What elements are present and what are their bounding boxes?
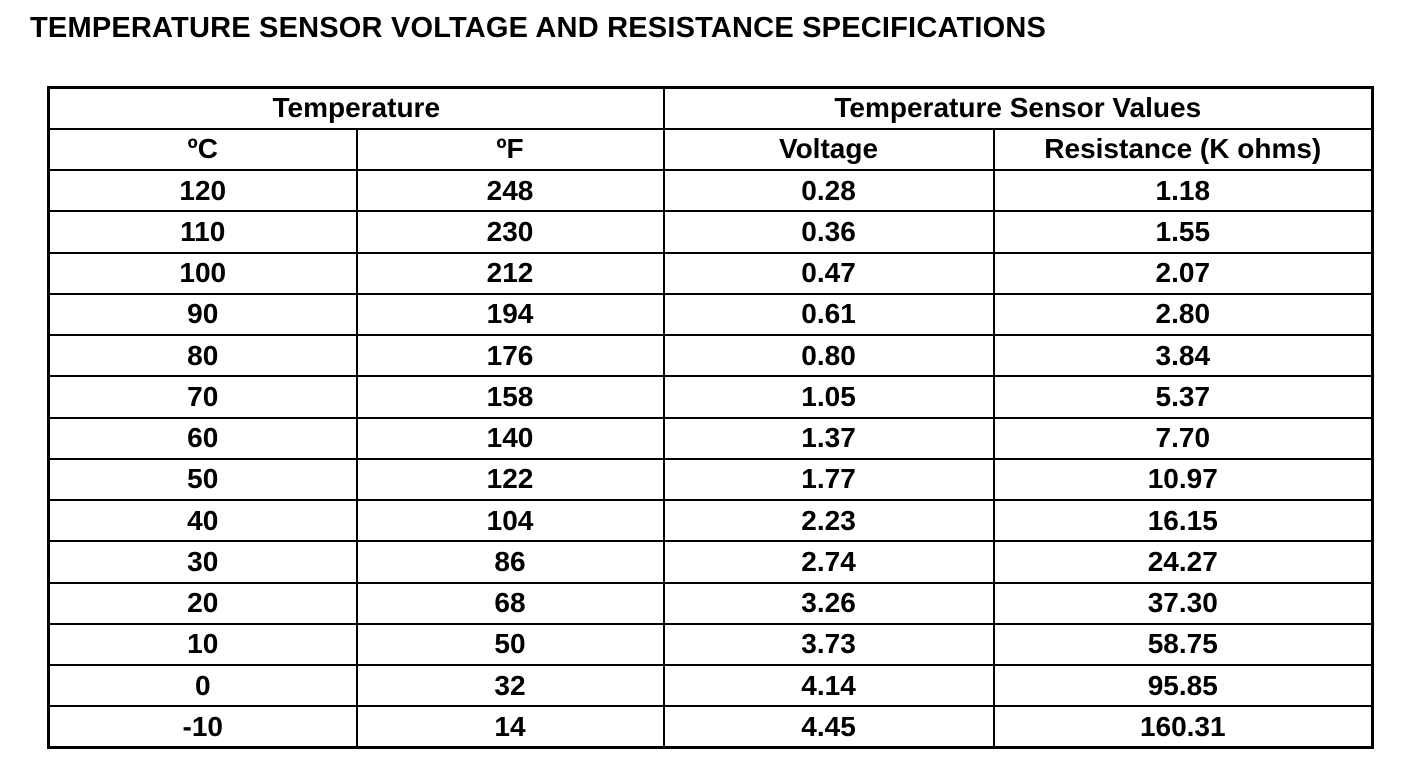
table-cell: 0	[47, 663, 358, 708]
table-cell: 68	[355, 581, 665, 625]
table-cell: 176	[355, 333, 665, 378]
table-cell: 90	[47, 292, 358, 337]
table-cell: 14	[355, 705, 665, 749]
data-row: 0 32 4.14 95.85	[47, 663, 1374, 708]
table-cell: 7.70	[992, 416, 1374, 460]
table-cell: 120	[47, 168, 358, 213]
table-cell: 0.61	[662, 292, 995, 337]
data-row: 50 122 1.77 10.97	[47, 457, 1374, 502]
table-cell: 3.84	[992, 333, 1374, 378]
table-cell: 0.36	[662, 210, 995, 254]
table-cell: 60	[47, 416, 358, 460]
table-cell: 20	[47, 581, 358, 625]
table-cell: 5.37	[992, 375, 1374, 419]
table-cell: 3.73	[662, 622, 995, 667]
table-cell: 10.97	[992, 457, 1374, 502]
table-cell: 16.15	[992, 498, 1374, 543]
table-cell: 140	[355, 416, 665, 460]
table-cell: 4.14	[662, 663, 995, 708]
table-cell: 158	[355, 375, 665, 419]
table-cell: 2.07	[992, 251, 1374, 295]
data-row: 120 248 0.28 1.18	[47, 168, 1374, 213]
table-cell: 194	[355, 292, 665, 337]
data-row: 60 140 1.37 7.70	[47, 416, 1374, 460]
table-cell: 248	[355, 168, 665, 213]
table-cell: 160.31	[992, 705, 1374, 749]
group-header-row: Temperature Temperature Sensor Values	[47, 86, 1374, 130]
table-cell: 58.75	[992, 622, 1374, 667]
table-cell: 0.47	[662, 251, 995, 295]
table-cell: 1.55	[992, 210, 1374, 254]
column-header: ºC	[47, 127, 358, 172]
table-cell: 2.23	[662, 498, 995, 543]
table-cell: 95.85	[992, 663, 1374, 708]
data-row: 80 176 0.80 3.84	[47, 333, 1374, 378]
group-header: Temperature	[47, 86, 665, 130]
column-header: ºF	[355, 127, 665, 172]
spec-table: Temperature Temperature Sensor Values ºC ºF…	[47, 86, 1375, 749]
table-cell: 3.26	[662, 581, 995, 625]
column-header: Resistance (K ohms)	[992, 127, 1374, 172]
table-cell: 230	[355, 210, 665, 254]
table-cell: 104	[355, 498, 665, 543]
data-row: 20 68 3.26 37.30	[47, 581, 1374, 625]
data-row: 100 212 0.47 2.07	[47, 251, 1374, 295]
column-header: Voltage	[662, 127, 995, 172]
table-cell: 1.05	[662, 375, 995, 419]
data-row: 40 104 2.23 16.15	[47, 498, 1374, 543]
page-title: TEMPERATURE SENSOR VOLTAGE AND RESISTANC…	[30, 12, 1047, 44]
group-header: Temperature Sensor Values	[662, 86, 1374, 130]
table-cell: 70	[47, 375, 358, 419]
table-cell: 100	[47, 251, 358, 295]
table-cell: 0.28	[662, 168, 995, 213]
table-cell: 1.77	[662, 457, 995, 502]
table-cell: 50	[47, 457, 358, 502]
table-cell: 50	[355, 622, 665, 667]
table-cell: 1.37	[662, 416, 995, 460]
table-cell: 0.80	[662, 333, 995, 378]
data-row: 90 194 0.61 2.80	[47, 292, 1374, 337]
table-cell: 37.30	[992, 581, 1374, 625]
table-cell: 1.18	[992, 168, 1374, 213]
table-cell: 212	[355, 251, 665, 295]
table-cell: 30	[47, 540, 358, 584]
data-row: 30 86 2.74 24.27	[47, 540, 1374, 584]
table-cell: 110	[47, 210, 358, 254]
table-cell: -10	[47, 705, 358, 749]
data-row: 70 158 1.05 5.37	[47, 375, 1374, 419]
data-row: 110 230 0.36 1.55	[47, 210, 1374, 254]
table-cell: 24.27	[992, 540, 1374, 584]
table-cell: 122	[355, 457, 665, 502]
column-header-row: ºC ºF Voltage Resistance (K ohms)	[47, 127, 1374, 172]
table-cell: 86	[355, 540, 665, 584]
table-cell: 80	[47, 333, 358, 378]
table-cell: 4.45	[662, 705, 995, 749]
data-row: 10 50 3.73 58.75	[47, 622, 1374, 667]
table-cell: 2.80	[992, 292, 1374, 337]
table-cell: 32	[355, 663, 665, 708]
data-row: -10 14 4.45 160.31	[47, 705, 1374, 749]
table-cell: 2.74	[662, 540, 995, 584]
table-cell: 40	[47, 498, 358, 543]
table-cell: 10	[47, 622, 358, 667]
